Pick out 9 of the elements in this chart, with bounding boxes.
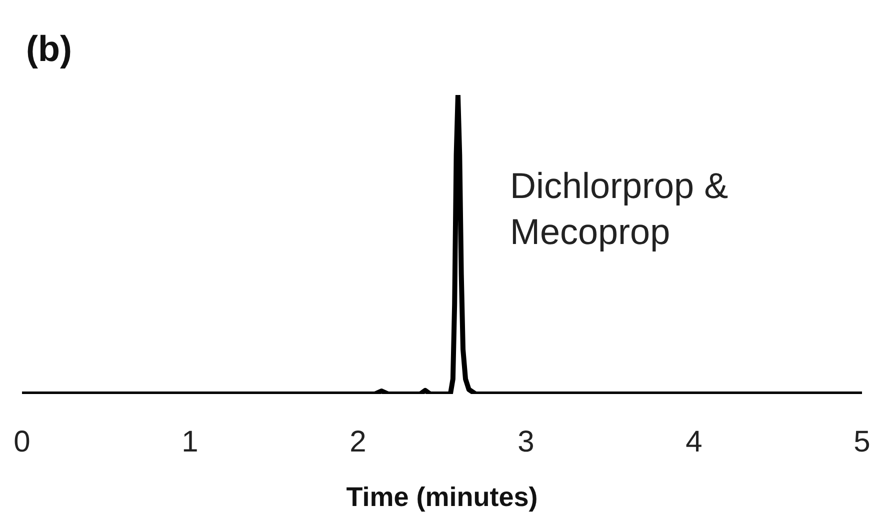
- annotation: Dichlorprop & Mecoprop: [510, 164, 730, 254]
- x-tick-label: 0: [14, 425, 30, 458]
- x-tick-label: 3: [518, 425, 534, 458]
- x-tick-label: 1: [182, 425, 198, 458]
- chart-title: (b): [26, 28, 72, 70]
- x-axis-title: Time (minutes): [346, 482, 538, 512]
- x-tick-label: 2: [350, 425, 366, 458]
- x-tick-label: 5: [854, 425, 870, 458]
- x-tick-label: 4: [686, 425, 702, 458]
